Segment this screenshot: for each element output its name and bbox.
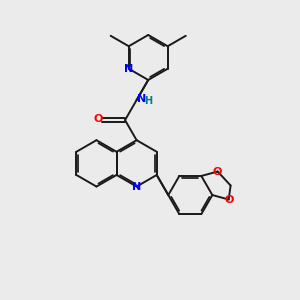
Text: O: O (213, 167, 222, 176)
Text: N: N (137, 94, 146, 104)
Text: N: N (132, 182, 141, 192)
Text: O: O (224, 194, 233, 205)
Text: H: H (144, 96, 152, 106)
Text: O: O (93, 114, 103, 124)
Text: N: N (124, 64, 134, 74)
